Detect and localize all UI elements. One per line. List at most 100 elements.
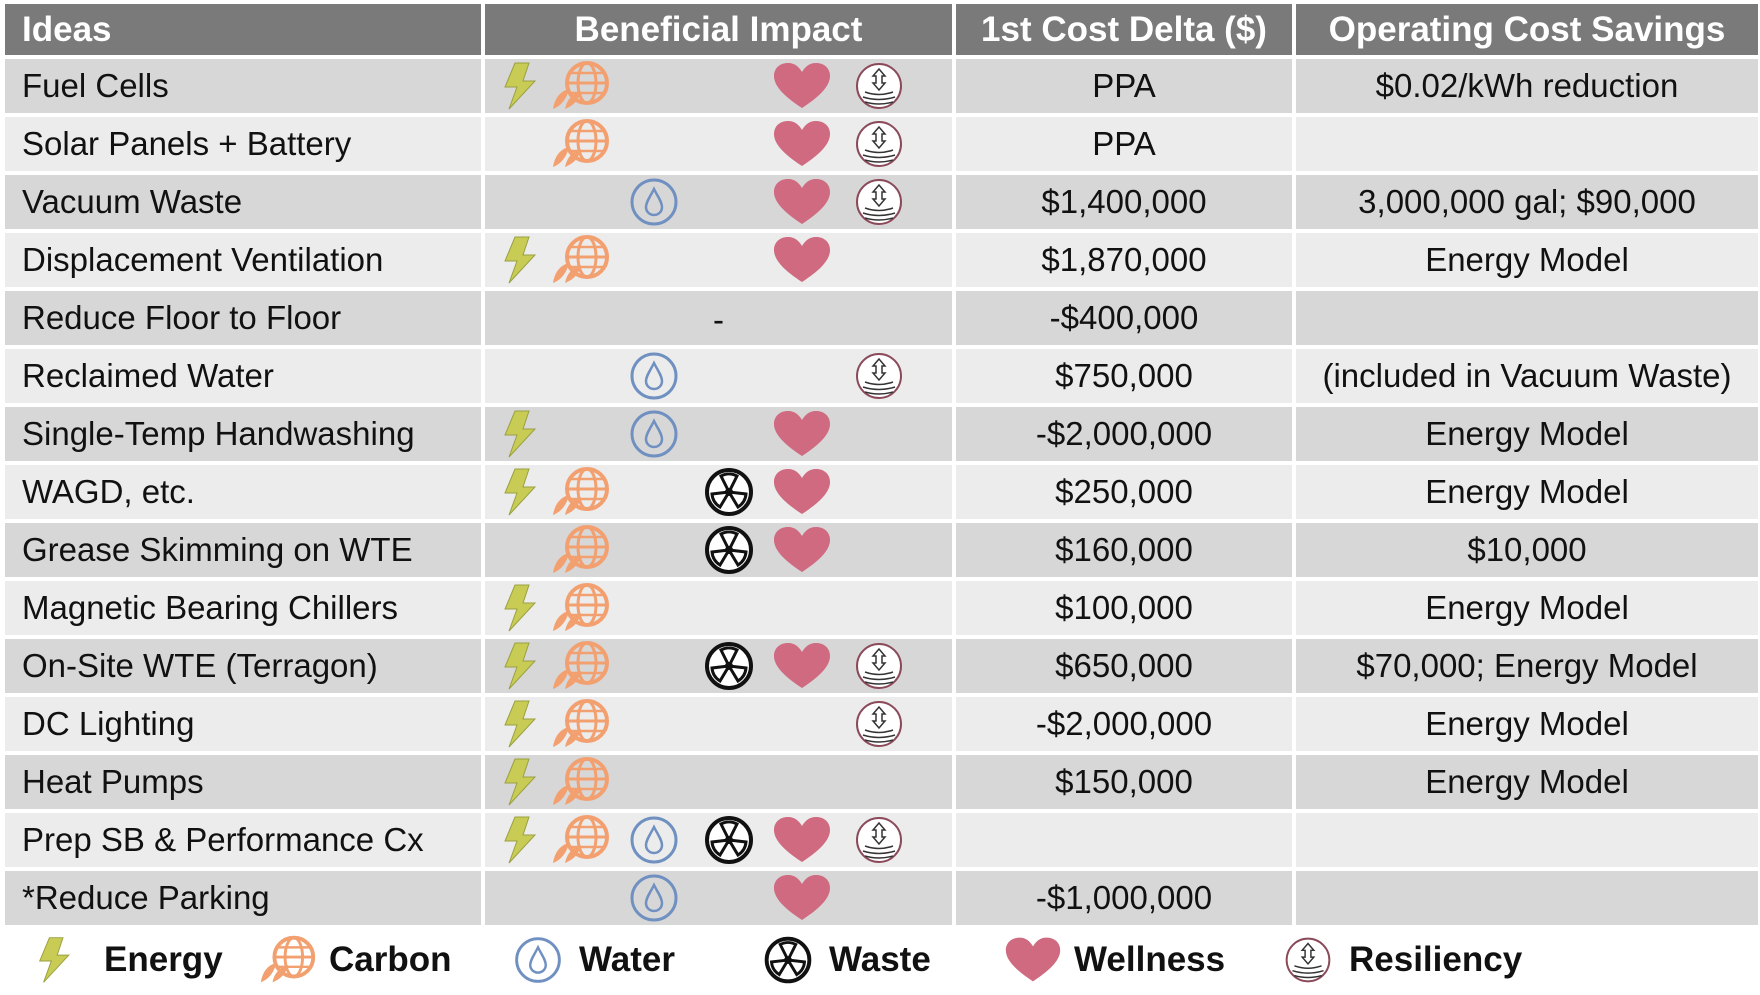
water-icon — [620, 177, 688, 227]
table-row: DC Lighting -$2,000,000 Energy Model — [5, 697, 1758, 755]
carbon-icon — [255, 934, 321, 986]
water-icon — [620, 815, 688, 865]
table-header-row: Ideas Beneficial Impact 1st Cost Delta (… — [5, 4, 1758, 59]
legend-energy-label: Energy — [104, 940, 223, 979]
impact-cell — [485, 755, 956, 813]
cost-delta-cell: $650,000 — [956, 639, 1296, 697]
cost-delta-cell: $160,000 — [956, 523, 1296, 581]
resiliency-icon — [845, 119, 913, 169]
energy-icon — [495, 699, 563, 749]
cost-delta-cell: $150,000 — [956, 755, 1296, 813]
cost-delta-cell: $250,000 — [956, 465, 1296, 523]
heart-icon — [768, 525, 836, 575]
waste-icon — [695, 815, 763, 865]
impact-cell — [485, 465, 956, 523]
impact-cell — [485, 639, 956, 697]
header-ideas: Ideas — [5, 4, 485, 59]
energy-icon — [30, 934, 96, 986]
waste-icon — [695, 641, 763, 691]
impact-cell — [485, 871, 956, 929]
impact-cell — [485, 117, 956, 175]
carbon-icon — [547, 525, 615, 575]
impact-cell: - — [485, 291, 956, 349]
legend-water: Water — [505, 932, 675, 988]
waste-icon — [695, 467, 763, 517]
legend-resiliency: Resiliency — [1275, 932, 1522, 988]
table-row: Fuel Cells PPA $0.02/kWh reduction — [5, 59, 1758, 117]
energy-icon — [495, 409, 563, 459]
impact-cell — [485, 175, 956, 233]
heart-icon — [768, 641, 836, 691]
carbon-icon — [547, 61, 615, 111]
table-row: Prep SB & Performance Cx — [5, 813, 1758, 871]
legend-energy: Energy — [30, 932, 223, 988]
idea-cell: Heat Pumps — [5, 755, 485, 813]
impact-cell — [485, 233, 956, 291]
resiliency-icon — [845, 699, 913, 749]
savings-cell — [1296, 871, 1758, 929]
legend-resiliency-label: Resiliency — [1349, 940, 1523, 979]
table-row: WAGD, etc. $250,000 Energy Model — [5, 465, 1758, 523]
table-row: Reduce Floor to Floor - -$400,000 — [5, 291, 1758, 349]
energy-icon — [495, 641, 563, 691]
impact-legend: Energy Carbon Water Waste Wellness Resil… — [0, 932, 1760, 988]
legend-carbon: Carbon — [255, 932, 452, 988]
energy-icon — [495, 583, 563, 633]
idea-cell: Vacuum Waste — [5, 175, 485, 233]
idea-cell: Reduce Floor to Floor — [5, 291, 485, 349]
table-row: Reclaimed Water $750,000 (included in Vacu… — [5, 349, 1758, 407]
resiliency-icon — [845, 61, 913, 111]
cost-delta-cell: $1,400,000 — [956, 175, 1296, 233]
water-icon — [620, 351, 688, 401]
cost-delta-cell: $100,000 — [956, 581, 1296, 639]
cost-delta-cell — [956, 813, 1296, 871]
energy-icon — [495, 467, 563, 517]
cost-delta-cell: -$2,000,000 — [956, 407, 1296, 465]
savings-cell — [1296, 291, 1758, 349]
heart-icon — [768, 177, 836, 227]
impact-cell — [485, 813, 956, 871]
idea-cell: DC Lighting — [5, 697, 485, 755]
energy-icon — [495, 235, 563, 285]
resiliency-icon — [845, 351, 913, 401]
heart-icon — [768, 815, 836, 865]
legend-wellness: Wellness — [1000, 932, 1225, 988]
waste-icon — [755, 934, 821, 986]
table-row: Displacement Ventilation $1,870,000 Energy… — [5, 233, 1758, 291]
impact-cell — [485, 581, 956, 639]
carbon-icon — [547, 757, 615, 807]
savings-cell — [1296, 117, 1758, 175]
cost-delta-cell: -$400,000 — [956, 291, 1296, 349]
impact-cell — [485, 697, 956, 755]
impact-cell — [485, 59, 956, 117]
heart-icon — [768, 235, 836, 285]
carbon-icon — [547, 235, 615, 285]
idea-cell: Grease Skimming on WTE — [5, 523, 485, 581]
idea-cell: On-Site WTE (Terragon) — [5, 639, 485, 697]
carbon-icon — [547, 815, 615, 865]
header-first-cost-delta: 1st Cost Delta ($) — [956, 4, 1296, 59]
legend-wellness-label: Wellness — [1074, 940, 1226, 979]
savings-cell: Energy Model — [1296, 755, 1758, 813]
carbon-icon — [547, 699, 615, 749]
table-row: Vacuum Waste $1,400,000 3,000,000 gal; $90… — [5, 175, 1758, 233]
energy-icon — [495, 815, 563, 865]
heart-icon — [1000, 934, 1066, 986]
idea-cell: *Reduce Parking — [5, 871, 485, 929]
carbon-icon — [547, 467, 615, 517]
cost-delta-cell: PPA — [956, 117, 1296, 175]
cost-delta-cell: -$1,000,000 — [956, 871, 1296, 929]
savings-cell: $10,000 — [1296, 523, 1758, 581]
savings-cell: (included in Vacuum Waste) — [1296, 349, 1758, 407]
impact-cell — [485, 407, 956, 465]
cost-delta-cell: -$2,000,000 — [956, 697, 1296, 755]
table-row: *Reduce Parking -$1,000,000 — [5, 871, 1758, 929]
savings-cell: $0.02/kWh reduction — [1296, 59, 1758, 117]
legend-waste: Waste — [755, 932, 931, 988]
cost-delta-cell: PPA — [956, 59, 1296, 117]
resiliency-icon — [1275, 934, 1341, 986]
carbon-icon — [547, 583, 615, 633]
impact-cell — [485, 349, 956, 407]
savings-cell: Energy Model — [1296, 465, 1758, 523]
table-row: Single-Temp Handwashing -$2,000,000 Energy… — [5, 407, 1758, 465]
